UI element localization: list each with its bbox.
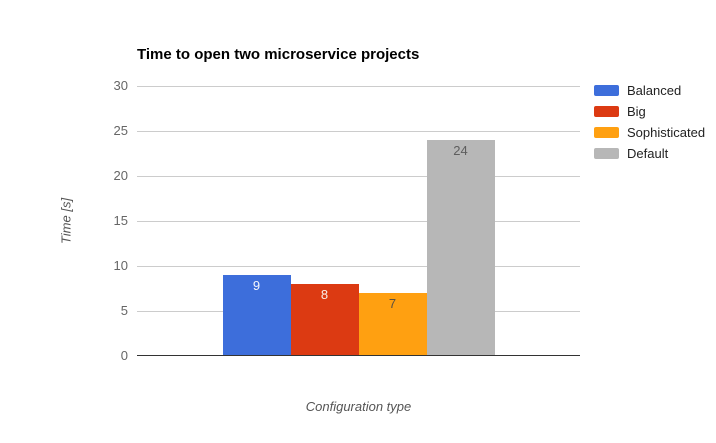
y-tick-label-15: 15 bbox=[113, 213, 128, 228]
legend-item-sophisticated[interactable]: Sophisticated bbox=[594, 122, 705, 143]
y-tick-label-25: 25 bbox=[113, 123, 128, 138]
y-tick-label-30: 30 bbox=[113, 78, 128, 93]
y-axis-title: Time [s] bbox=[58, 197, 74, 245]
gridline-y25 bbox=[137, 131, 580, 132]
y-tick-label-0: 0 bbox=[120, 348, 128, 363]
gridline-y30 bbox=[137, 86, 580, 87]
legend-swatch-balanced bbox=[594, 85, 619, 96]
bar-balanced[interactable]: 9 bbox=[222, 275, 291, 356]
y-tick-label-5: 5 bbox=[120, 303, 128, 318]
legend-item-balanced[interactable]: Balanced bbox=[594, 80, 705, 101]
gridline-y15 bbox=[137, 221, 580, 222]
y-tick-label-10: 10 bbox=[113, 258, 128, 273]
chart-title: Time to open two microservice projects bbox=[137, 46, 420, 63]
legend-swatch-sophisticated bbox=[594, 127, 619, 138]
plot-area: 9 8 7 24 bbox=[137, 86, 580, 356]
x-axis-title: Configuration type bbox=[305, 399, 412, 414]
bar-value-label-default: 24 bbox=[453, 143, 468, 158]
bar-value-label-balanced: 9 bbox=[252, 278, 261, 293]
legend-label-default: Default bbox=[627, 146, 669, 161]
bar-default[interactable]: 24 bbox=[426, 140, 495, 356]
legend-item-default[interactable]: Default bbox=[594, 143, 705, 164]
gridline-y10 bbox=[137, 266, 580, 267]
gridline-y20 bbox=[137, 176, 580, 177]
bar-value-label-sophisticated: 7 bbox=[388, 296, 397, 311]
x-axis-baseline bbox=[137, 355, 580, 356]
legend-label-sophisticated: Sophisticated bbox=[627, 125, 706, 140]
bar-value-label-big: 8 bbox=[320, 287, 329, 302]
legend-swatch-big bbox=[594, 106, 619, 117]
bar-big[interactable]: 8 bbox=[290, 284, 359, 356]
legend-label-big: Big bbox=[627, 104, 646, 119]
bar-sophisticated[interactable]: 7 bbox=[358, 293, 427, 356]
legend: Balanced Big Sophisticated Default bbox=[594, 80, 705, 164]
legend-swatch-default bbox=[594, 148, 619, 159]
y-tick-label-20: 20 bbox=[113, 168, 128, 183]
legend-label-balanced: Balanced bbox=[627, 83, 682, 98]
legend-item-big[interactable]: Big bbox=[594, 101, 705, 122]
